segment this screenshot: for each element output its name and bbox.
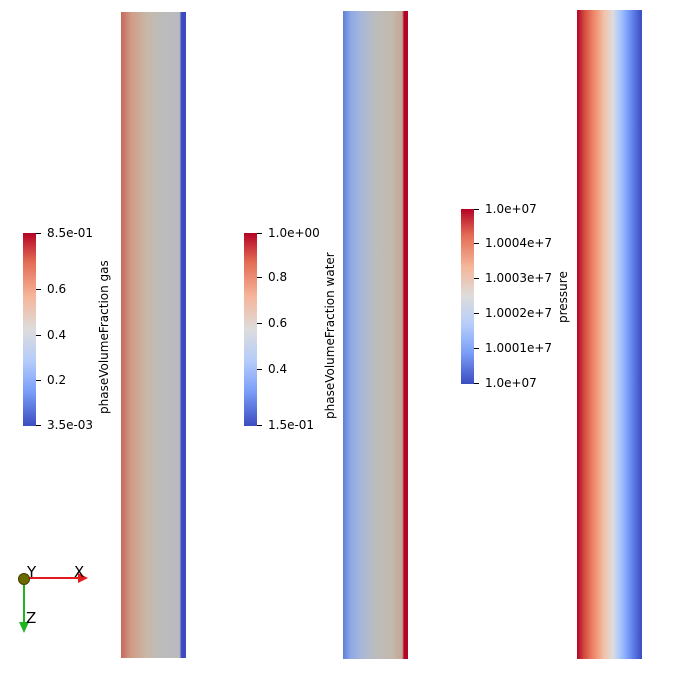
gas-tickmark [36,233,41,234]
orientation-axes: Y X Z [10,560,100,640]
z-axis-label: Z [26,609,37,627]
gas-tickmark [36,380,41,381]
water-tick-label: 1.5e-01 [268,418,315,432]
gas-tickmark [36,425,41,426]
pressure-colorbar-title: pressure [556,271,570,323]
gas-tick-label: 3.5e-03 [47,418,94,432]
gas-tickmark [36,335,41,336]
water-colorbar [244,233,257,426]
pressure-colorbar [461,209,474,384]
gas-fraction-column [121,12,186,658]
water-tickmark [257,369,262,370]
gas-tick-label: 0.6 [47,282,67,296]
x-axis-arrowhead [78,573,88,583]
water-fraction-column [343,11,408,659]
gas-colorbar-title: phaseVolumeFraction gas [97,260,111,414]
gas-tick-label: 8.5e-01 [47,226,94,240]
z-axis-arrowhead [19,622,29,633]
y-axis-label: Y [27,563,37,581]
pressure-tick-label: 1.0004e+7 [485,236,553,250]
pressure-tick-label: 1.0002e+7 [485,306,553,320]
y-axis-marker [18,573,30,585]
water-tickmark [257,233,262,234]
x-axis-label: X [74,563,85,581]
pressure-tickmark [474,243,479,244]
pressure-tick-label: 1.0e+07 [485,202,537,216]
pressure-tickmark [474,209,479,210]
water-tick-label: 0.8 [268,270,288,284]
water-tickmark [257,425,262,426]
water-tick-label: 0.6 [268,316,288,330]
pressure-tick-label: 1.0e+07 [485,376,537,390]
gas-colorbar [23,233,36,426]
gas-tick-label: 0.4 [47,328,67,342]
pressure-tick-label: 1.0003e+7 [485,271,553,285]
pressure-column [577,10,642,659]
pressure-tickmark [474,348,479,349]
water-tickmark [257,323,262,324]
pressure-tickmark [474,278,479,279]
water-tick-label: 0.4 [268,362,288,376]
orientation-axes-graphic [18,573,88,633]
gas-tickmark [36,289,41,290]
pressure-tick-label: 1.0001e+7 [485,341,553,355]
water-tickmark [257,277,262,278]
water-colorbar-title: phaseVolumeFraction water [323,252,337,419]
pressure-tickmark [474,383,479,384]
water-tick-label: 1.0e+00 [268,226,320,240]
gas-tick-label: 0.2 [47,373,67,387]
pressure-tickmark [474,313,479,314]
